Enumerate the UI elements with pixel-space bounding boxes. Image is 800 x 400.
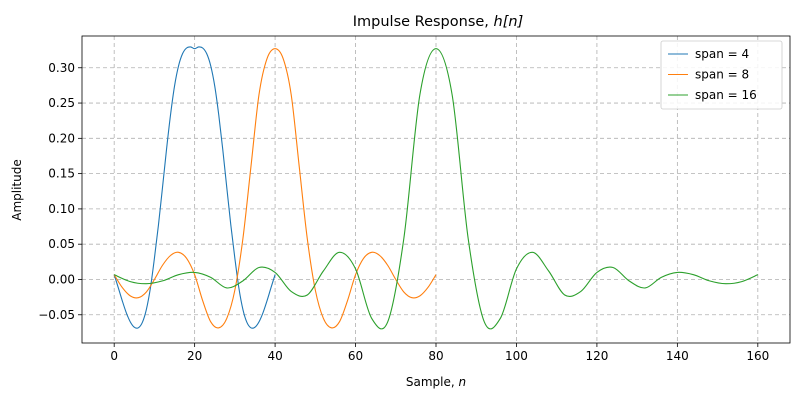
x-tick-label: 60 <box>348 349 363 363</box>
y-tick-label: 0.05 <box>48 237 75 251</box>
x-axis-label: Sample, n <box>406 375 466 389</box>
legend-label: span = 8 <box>695 68 749 82</box>
legend-label: span = 4 <box>695 47 749 61</box>
x-tick-label: 160 <box>746 349 769 363</box>
ticks: 0 20 40 60 80 100 120 140 160 −0.05 0.00 0.05 0.10 0.… <box>38 61 769 363</box>
x-tick-label: 20 <box>187 349 202 363</box>
y-axis-label: Amplitude <box>10 159 24 221</box>
y-tick-label: −0.05 <box>38 308 75 322</box>
legend: span = 4 span = 8 span = 16 <box>660 40 783 110</box>
x-tick-label: 40 <box>267 349 282 363</box>
chart-title: Impulse Response, h[n] <box>353 14 523 30</box>
y-tick-label: 0.20 <box>48 131 75 145</box>
y-tick-label: 0.15 <box>48 167 75 181</box>
x-tick-label: 100 <box>505 349 528 363</box>
legend-box <box>660 40 783 110</box>
legend-label: span = 16 <box>695 88 757 102</box>
series-line-1 <box>113 46 276 329</box>
y-tick-label: 0.30 <box>48 61 75 75</box>
y-tick-label: 0.10 <box>48 202 75 216</box>
x-tick-label: 140 <box>666 349 689 363</box>
series-line-3 <box>113 48 759 330</box>
series-line-2 <box>113 48 437 329</box>
x-tick-label: 120 <box>585 349 608 363</box>
x-tick-label: 0 <box>110 349 118 363</box>
x-tick-label: 80 <box>428 349 443 363</box>
y-tick-label: 0.00 <box>48 272 75 286</box>
series-layer <box>113 46 759 330</box>
y-tick-label: 0.25 <box>48 96 75 110</box>
